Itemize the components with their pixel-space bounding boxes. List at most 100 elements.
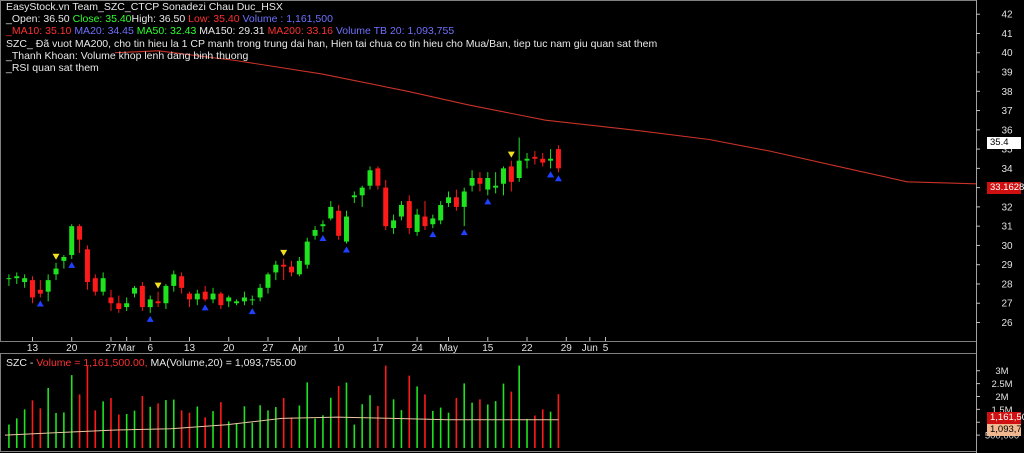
price-tick-label: 35	[1001, 145, 1013, 156]
candle	[218, 291, 224, 310]
candle	[477, 172, 483, 192]
signal-arrows	[36, 151, 562, 322]
candle	[147, 295, 153, 313]
candle-body	[446, 197, 452, 204]
candle	[524, 152, 530, 169]
price-tick-label: 30	[1001, 241, 1013, 252]
candle-body	[485, 177, 491, 190]
candle-body	[296, 260, 302, 275]
candle-body	[61, 256, 67, 261]
volume-ma-polyline	[4, 416, 559, 436]
buy-arrow	[201, 304, 209, 311]
candle-body	[328, 206, 334, 219]
candle	[179, 272, 185, 294]
date-tick-label: 27	[262, 343, 274, 354]
candle-body	[69, 226, 75, 256]
date-tick-label: 15	[482, 343, 494, 354]
title-text: EasyStock.vn Team_SZC_CTCP Sonadezi Chau…	[6, 1, 283, 13]
price-tick-label: 29	[1001, 260, 1013, 271]
analysis-note-1: SZC_ Đã vuot MA200, cho tin hieu la 1 CP…	[6, 38, 658, 50]
date-tick-label: 13	[184, 343, 196, 354]
last-volume-tag: 1,161,50	[987, 412, 1024, 424]
candle	[312, 226, 318, 240]
sell-arrow	[154, 282, 162, 289]
candle	[500, 166, 506, 196]
candle	[53, 262, 59, 281]
candle	[77, 224, 83, 254]
candle	[383, 179, 389, 231]
candle-body	[84, 249, 90, 283]
candle-body	[116, 303, 122, 310]
sell-arrow	[507, 151, 515, 158]
candle	[438, 201, 444, 225]
volume-tick-label: 2.5M	[991, 379, 1012, 390]
high-value: High: 36.50	[131, 13, 186, 25]
candle	[289, 260, 295, 277]
candle	[516, 137, 522, 182]
candle-body	[398, 204, 404, 217]
candle-body	[493, 185, 499, 188]
volume-tick-label: 2M	[995, 392, 1008, 403]
candle	[108, 289, 114, 311]
candle	[304, 237, 310, 269]
candle-body	[163, 285, 169, 304]
ma200-line	[114, 50, 977, 185]
price-tick-label: 38	[1001, 87, 1013, 98]
price-candles	[6, 137, 561, 313]
candle	[100, 272, 106, 296]
candle-body	[22, 278, 28, 283]
candle-body	[147, 299, 153, 308]
candle-body	[202, 291, 208, 300]
analysis-note-3: _RSI quan sat them	[6, 62, 99, 74]
candle	[375, 166, 381, 190]
ma20-value: MA20: 34.45	[74, 25, 134, 37]
candle	[398, 201, 404, 221]
candle-body	[422, 216, 428, 227]
candle-body	[430, 218, 436, 225]
buy-arrow	[554, 175, 562, 182]
volume-ma-line	[4, 416, 559, 436]
candle-body	[516, 160, 522, 178]
candle-body	[508, 166, 514, 182]
candle	[391, 214, 397, 234]
close-value: Close: 35.40	[72, 13, 132, 25]
buy-arrow	[248, 308, 256, 315]
candle-body	[375, 168, 381, 186]
candle-body	[304, 241, 310, 265]
candle	[234, 299, 240, 306]
date-tick-label: 29	[561, 343, 573, 354]
candle-body	[108, 297, 114, 304]
date-tick-label: 20	[66, 343, 78, 354]
candle-body	[124, 303, 130, 308]
candle	[249, 295, 255, 306]
candle-body	[210, 293, 216, 300]
candle-body	[218, 293, 224, 306]
volume-text: Volume = 1,161,500.00,	[36, 357, 151, 369]
candle-body	[77, 226, 83, 240]
candle	[202, 285, 208, 302]
ma-volume-tag: 1,093,75	[987, 424, 1024, 436]
date-tick-label: 24	[412, 343, 424, 354]
candle-body	[14, 276, 20, 279]
candle	[296, 256, 302, 277]
date-tick-label: 10	[333, 343, 345, 354]
candle	[45, 274, 51, 302]
ma200-value: MA200: 33.16	[267, 25, 333, 37]
buy-arrow	[68, 261, 76, 268]
candle-body	[438, 204, 444, 221]
candle	[37, 280, 43, 298]
buy-arrow	[36, 300, 44, 307]
candle	[14, 272, 20, 284]
candle-body	[186, 293, 192, 300]
candle	[281, 258, 287, 281]
candle	[163, 283, 169, 310]
price-tick-label: 32	[1001, 202, 1013, 213]
price-tick-label: 36	[1001, 125, 1013, 136]
buy-arrow	[319, 234, 327, 241]
price-tick-label: 37	[1001, 106, 1013, 117]
price-tick-label: 27	[1001, 299, 1013, 310]
volume-panel-header: SZC - Volume = 1,161,500.00, MA(Volume,2…	[6, 357, 296, 369]
candle	[241, 291, 247, 306]
